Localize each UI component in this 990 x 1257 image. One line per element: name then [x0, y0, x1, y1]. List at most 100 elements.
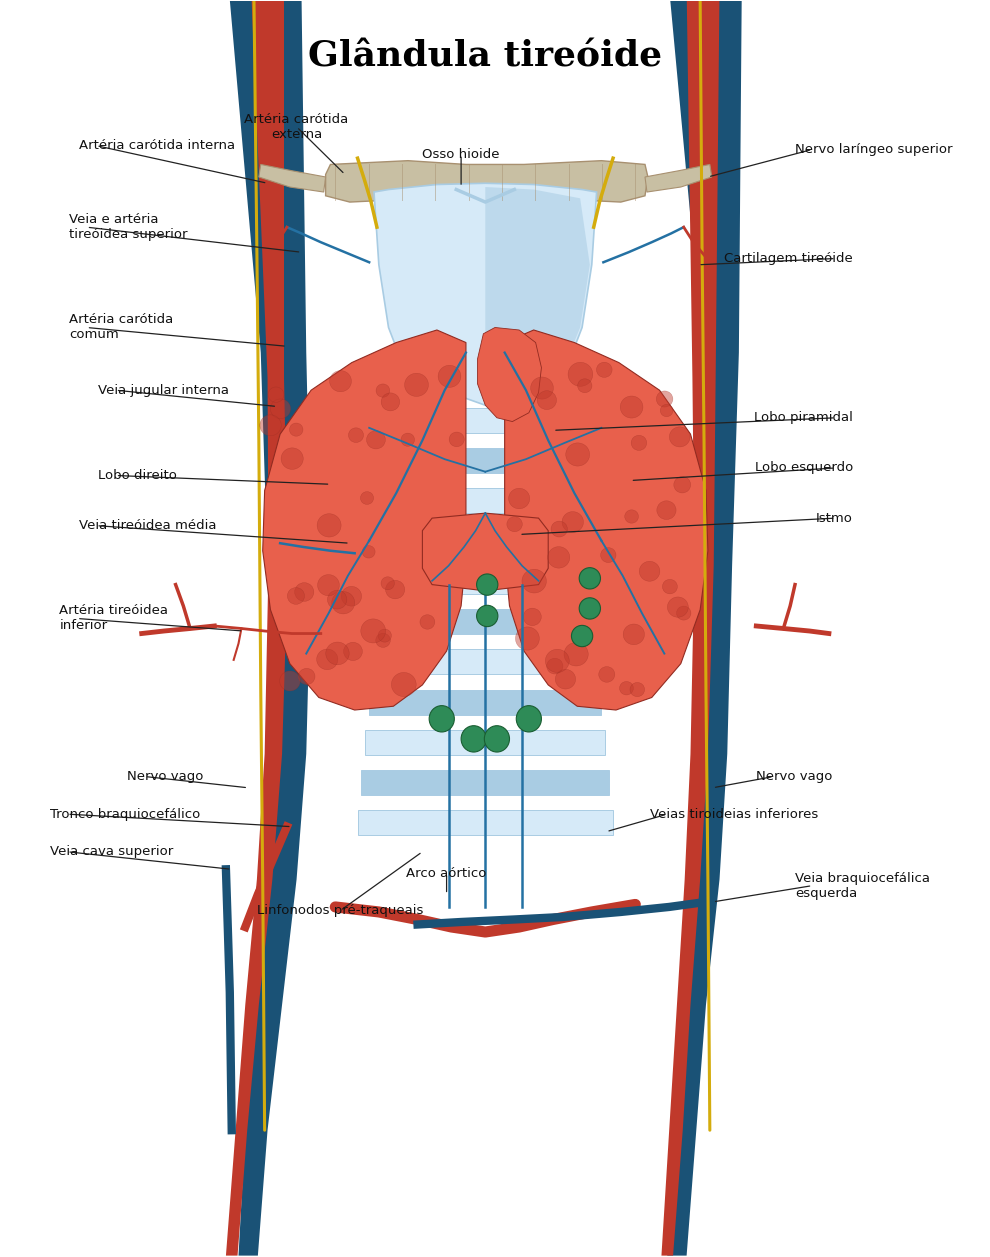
- Text: Nervo vago: Nervo vago: [127, 771, 204, 783]
- Ellipse shape: [420, 615, 435, 630]
- Ellipse shape: [376, 634, 390, 647]
- Ellipse shape: [640, 562, 660, 581]
- Text: Lobo esquerdo: Lobo esquerdo: [754, 461, 853, 474]
- Polygon shape: [365, 730, 605, 755]
- Ellipse shape: [381, 577, 394, 590]
- Ellipse shape: [555, 669, 575, 689]
- Text: Lobo piramidal: Lobo piramidal: [754, 411, 853, 425]
- Ellipse shape: [366, 431, 385, 449]
- Text: Veia jugular interna: Veia jugular interna: [98, 383, 229, 397]
- Text: Nervo vago: Nervo vago: [756, 771, 833, 783]
- Ellipse shape: [507, 517, 523, 532]
- Ellipse shape: [674, 476, 691, 493]
- Ellipse shape: [551, 522, 567, 537]
- Ellipse shape: [385, 581, 405, 598]
- Polygon shape: [423, 513, 548, 591]
- Ellipse shape: [656, 500, 676, 519]
- Polygon shape: [385, 528, 586, 553]
- Ellipse shape: [476, 606, 498, 627]
- Ellipse shape: [328, 591, 346, 610]
- Ellipse shape: [289, 424, 303, 436]
- Polygon shape: [258, 165, 326, 192]
- Polygon shape: [392, 447, 578, 473]
- Polygon shape: [357, 811, 613, 836]
- Ellipse shape: [676, 606, 691, 620]
- Ellipse shape: [577, 378, 592, 392]
- Ellipse shape: [562, 512, 583, 533]
- Text: Veias tiroideias inferiores: Veias tiroideias inferiores: [649, 808, 818, 821]
- Ellipse shape: [579, 568, 601, 590]
- Ellipse shape: [332, 592, 354, 613]
- Polygon shape: [505, 331, 708, 710]
- Ellipse shape: [516, 705, 542, 732]
- Polygon shape: [262, 331, 466, 710]
- Ellipse shape: [564, 642, 588, 666]
- Ellipse shape: [623, 623, 644, 645]
- Ellipse shape: [317, 649, 338, 670]
- Polygon shape: [229, 0, 311, 1256]
- Ellipse shape: [268, 387, 284, 402]
- Ellipse shape: [545, 650, 569, 672]
- Ellipse shape: [669, 427, 690, 447]
- Text: Artéria carótida
externa: Artéria carótida externa: [245, 113, 348, 141]
- Ellipse shape: [571, 626, 593, 646]
- Ellipse shape: [538, 391, 556, 410]
- Text: Veia tireóidea média: Veia tireóidea média: [79, 519, 217, 532]
- Ellipse shape: [430, 705, 454, 732]
- Ellipse shape: [360, 618, 385, 644]
- Text: Nervo laríngeo superior: Nervo laríngeo superior: [795, 143, 952, 156]
- Ellipse shape: [348, 427, 363, 442]
- Ellipse shape: [344, 642, 362, 661]
- Ellipse shape: [381, 393, 400, 411]
- Ellipse shape: [259, 415, 281, 436]
- Text: Artéria carótida interna: Artéria carótida interna: [79, 140, 235, 152]
- Ellipse shape: [632, 435, 646, 450]
- Ellipse shape: [391, 672, 416, 696]
- Ellipse shape: [476, 574, 498, 596]
- Ellipse shape: [401, 434, 415, 446]
- Text: Veia cava superior: Veia cava superior: [50, 845, 173, 859]
- Text: Tronco braquiocefálico: Tronco braquiocefálico: [50, 808, 200, 821]
- Ellipse shape: [596, 362, 612, 377]
- Text: Arco aórtico: Arco aórtico: [407, 866, 487, 880]
- Ellipse shape: [547, 547, 570, 568]
- Polygon shape: [361, 771, 609, 796]
- Ellipse shape: [524, 608, 542, 626]
- Ellipse shape: [376, 383, 390, 397]
- Ellipse shape: [531, 377, 553, 398]
- Polygon shape: [388, 488, 582, 513]
- Ellipse shape: [621, 396, 643, 419]
- Text: Linfonodos pré-traqueais: Linfonodos pré-traqueais: [257, 904, 424, 918]
- Text: Istmo: Istmo: [816, 512, 853, 524]
- Ellipse shape: [270, 398, 291, 419]
- Ellipse shape: [287, 587, 305, 605]
- Text: Osso hioide: Osso hioide: [423, 148, 500, 161]
- Ellipse shape: [298, 669, 315, 685]
- Ellipse shape: [342, 586, 361, 606]
- Polygon shape: [477, 328, 542, 421]
- Ellipse shape: [656, 391, 673, 407]
- Polygon shape: [645, 165, 712, 192]
- Ellipse shape: [378, 628, 391, 642]
- Ellipse shape: [568, 362, 593, 386]
- Polygon shape: [396, 407, 574, 432]
- Polygon shape: [485, 187, 590, 402]
- Ellipse shape: [484, 725, 510, 752]
- Polygon shape: [667, 0, 742, 1256]
- Ellipse shape: [326, 642, 349, 665]
- Ellipse shape: [546, 659, 563, 674]
- Ellipse shape: [625, 510, 639, 523]
- Ellipse shape: [281, 447, 303, 469]
- Text: Cartilagem tireóide: Cartilagem tireóide: [725, 251, 853, 265]
- Text: Glândula tireóide: Glândula tireóide: [308, 39, 662, 73]
- Ellipse shape: [601, 548, 616, 563]
- Polygon shape: [661, 0, 720, 1256]
- Ellipse shape: [630, 683, 644, 696]
- Ellipse shape: [405, 373, 429, 396]
- Ellipse shape: [599, 666, 615, 683]
- Text: Lobo direito: Lobo direito: [98, 469, 177, 481]
- Text: Artéria carótida
comum: Artéria carótida comum: [69, 313, 173, 342]
- Ellipse shape: [620, 681, 634, 695]
- Polygon shape: [326, 161, 647, 202]
- Ellipse shape: [660, 405, 673, 416]
